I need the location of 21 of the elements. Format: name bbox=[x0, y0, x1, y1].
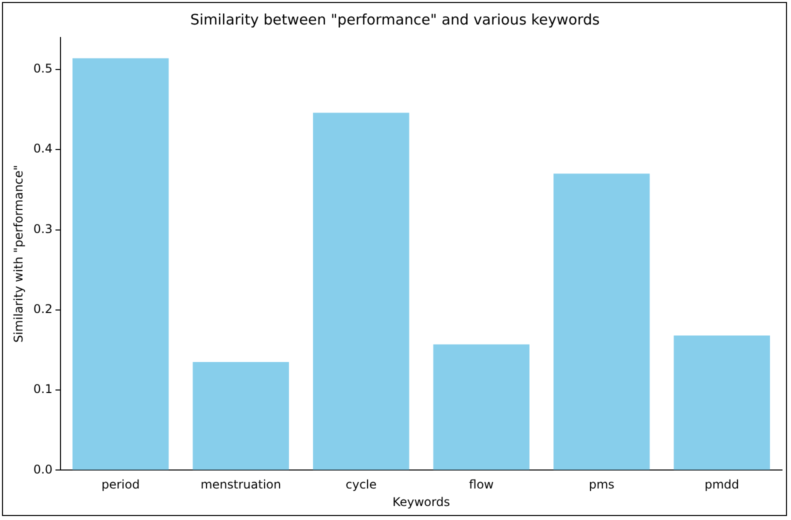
x-tick-label: pms bbox=[588, 478, 614, 492]
y-tick-label: 0.0 bbox=[33, 462, 52, 476]
x-axis-title: Keywords bbox=[392, 494, 450, 509]
y-tick-label: 0.5 bbox=[33, 62, 52, 76]
y-tick-label: 0.3 bbox=[33, 222, 52, 236]
bar bbox=[554, 174, 650, 470]
bar bbox=[433, 344, 530, 470]
x-tick-label: period bbox=[101, 478, 140, 492]
x-tick-label: pmdd bbox=[704, 478, 740, 492]
y-tick-label: 0.4 bbox=[33, 142, 52, 156]
y-tick-label: 0.2 bbox=[33, 302, 52, 316]
y-tick-label: 0.1 bbox=[33, 382, 52, 396]
x-tick-label: cycle bbox=[346, 478, 377, 492]
x-tick-label: flow bbox=[469, 478, 494, 492]
bar bbox=[674, 336, 770, 470]
y-axis-title: Similarity with "performance" bbox=[11, 164, 26, 343]
bar bbox=[72, 58, 169, 470]
chart-title: Similarity between "performance" and various keywords bbox=[190, 12, 600, 28]
x-tick-label: menstruation bbox=[200, 478, 282, 492]
bar bbox=[313, 112, 410, 470]
bar bbox=[192, 362, 289, 470]
